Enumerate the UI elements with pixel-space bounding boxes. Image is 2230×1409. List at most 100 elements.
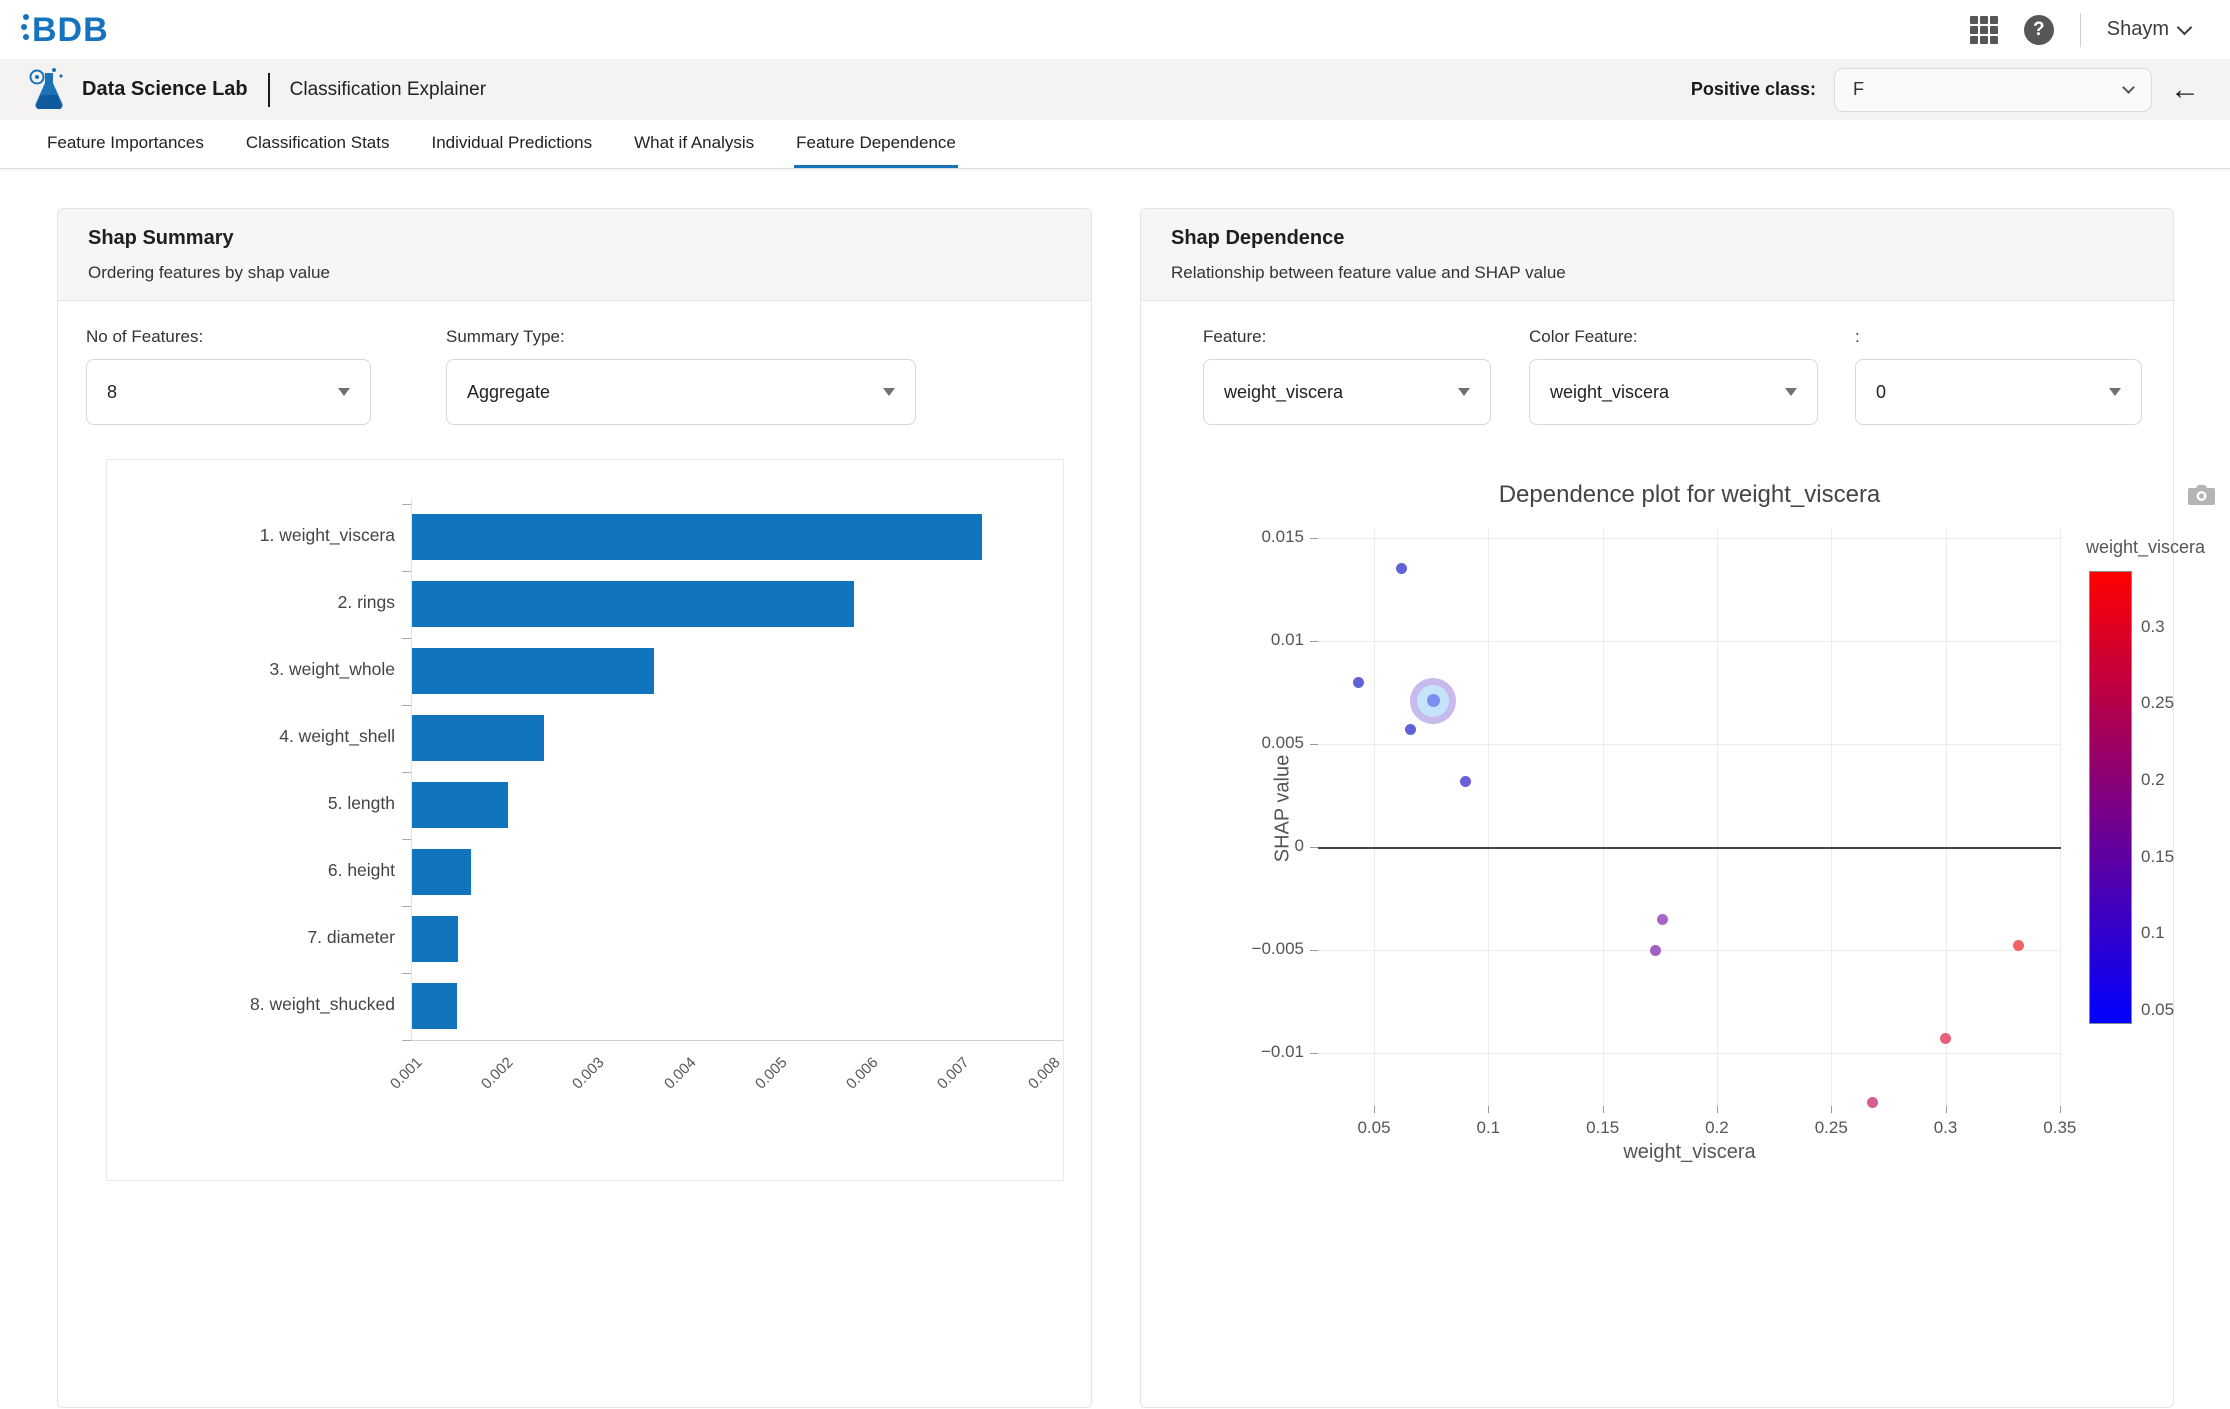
bar-category-label: 8. weight_shucked (107, 994, 395, 1015)
svg-text:BDB: BDB (32, 11, 109, 49)
scatter-point[interactable] (1940, 1033, 1951, 1044)
bar-category-label: 7. diameter (107, 927, 395, 948)
scatter-point[interactable] (1353, 677, 1364, 688)
tab-what-if-analysis[interactable]: What if Analysis (632, 120, 756, 168)
bdb-logo-icon[interactable]: BDB (20, 7, 140, 51)
user-menu[interactable]: Shaym (2107, 18, 2190, 41)
bar-category-label: 2. rings (107, 592, 395, 613)
triangle-down-icon (338, 388, 350, 396)
bar-category-label: 6. height (107, 860, 395, 881)
positive-class-label: Positive class: (1691, 79, 1816, 100)
user-name: Shaym (2107, 18, 2169, 41)
title-divider (268, 73, 270, 107)
bar[interactable] (412, 648, 654, 694)
v-gridline (2060, 529, 2061, 1106)
flask-icon (28, 67, 70, 113)
scatter-point[interactable] (1460, 776, 1471, 787)
summary-type-select[interactable]: Aggregate (446, 359, 916, 425)
bar[interactable] (412, 581, 854, 627)
dependence-plot-title: Dependence plot for weight_viscera (1318, 481, 2061, 509)
y-tick-mark (1310, 950, 1318, 951)
shap-dependence-card: Shap Dependence Relationship between fea… (1140, 208, 2174, 1408)
y-tick-mark (1310, 744, 1318, 745)
x-tick-mark (1946, 1106, 1947, 1113)
apps-grid-icon[interactable] (1970, 16, 1998, 44)
y-tick-mark (402, 906, 411, 907)
v-gridline (1717, 529, 1718, 1106)
shap-summary-subtitle: Ordering features by shap value (88, 263, 330, 283)
x-tick-label: 0.001 (387, 1054, 426, 1093)
tab-feature-dependence[interactable]: Feature Dependence (794, 120, 958, 168)
x-tick-label: 0.1 (1448, 1118, 1528, 1138)
scatter-point[interactable] (1650, 945, 1661, 956)
y-tick-mark (402, 705, 411, 706)
x-tick-mark (1831, 1106, 1832, 1113)
summary-type-label: Summary Type: (446, 327, 565, 347)
scatter-point[interactable] (1405, 724, 1416, 735)
x-tick-label: 0.2 (1677, 1118, 1757, 1138)
bar[interactable] (412, 782, 508, 828)
h-gridline (1318, 950, 2061, 951)
tab-feature-importances[interactable]: Feature Importances (45, 120, 206, 168)
y-tick-label: −0.005 (1141, 939, 1304, 959)
scatter-point[interactable] (1396, 563, 1407, 574)
v-gridline (1946, 529, 1947, 1106)
camera-icon[interactable] (2188, 484, 2215, 506)
x-tick-label: 0.35 (2020, 1118, 2100, 1138)
y-tick-label: 0.01 (1141, 630, 1304, 650)
y-tick-mark (402, 1040, 411, 1041)
bar-category-label: 5. length (107, 793, 395, 814)
no-of-features-value: 8 (107, 382, 117, 403)
x-tick-label: 0.004 (661, 1054, 700, 1093)
y-tick-label: 0.015 (1141, 527, 1304, 547)
chevron-down-icon (2122, 81, 2135, 94)
x-tick-mark (1488, 1106, 1489, 1113)
back-arrow-icon[interactable]: ← (2170, 75, 2200, 105)
bar[interactable] (412, 514, 982, 560)
colorbar-tick-label: 0.3 (2141, 617, 2165, 637)
h-gridline (1318, 744, 2061, 745)
bar-category-label: 4. weight_shell (107, 726, 395, 747)
tab-individual-predictions[interactable]: Individual Predictions (429, 120, 594, 168)
x-tick-label: 0.003 (569, 1054, 608, 1093)
shap-summary-title: Shap Summary (88, 227, 234, 250)
v-gridline (1831, 529, 1832, 1106)
app-title: Data Science Lab (82, 78, 248, 101)
x-tick-mark (1603, 1106, 1604, 1113)
y-tick-label: 0.005 (1141, 733, 1304, 753)
colorbar (2089, 571, 2132, 1024)
shap-summary-header: Shap Summary Ordering features by shap v… (58, 209, 1091, 301)
bar[interactable] (412, 983, 457, 1029)
colorbar-tick-label: 0.05 (2141, 1000, 2174, 1020)
y-tick-mark (402, 772, 411, 773)
positive-class-value: F (1853, 79, 1864, 100)
scatter-point[interactable] (1867, 1097, 1878, 1108)
shap-summary-card: Shap Summary Ordering features by shap v… (57, 208, 1092, 1408)
v-gridline (1488, 529, 1489, 1106)
v-gridline (1603, 529, 1604, 1106)
summary-type-value: Aggregate (467, 382, 550, 403)
x-tick-label: 0.008 (1025, 1054, 1064, 1093)
page-title: Classification Explainer (290, 79, 486, 101)
colorbar-tick-label: 0.1 (2141, 923, 2165, 943)
tab-classification-stats[interactable]: Classification Stats (244, 120, 392, 168)
bar[interactable] (412, 715, 544, 761)
app-header: Data Science Lab Classification Explaine… (0, 59, 2230, 120)
no-of-features-select[interactable]: 8 (86, 359, 371, 425)
y-tick-label: 0 (1141, 836, 1304, 856)
no-of-features-label: No of Features: (86, 327, 203, 347)
x-tick-label: 0.002 (478, 1054, 517, 1093)
y-tick-mark (1310, 1053, 1318, 1054)
bar[interactable] (412, 916, 458, 962)
x-tick-label: 0.05 (1334, 1118, 1414, 1138)
positive-class-select[interactable]: F (1834, 68, 2152, 112)
y-tick-mark (402, 504, 411, 505)
y-tick-mark (402, 973, 411, 974)
x-tick-label: 0.15 (1563, 1118, 1643, 1138)
bar[interactable] (412, 849, 471, 895)
scatter-point[interactable] (1657, 914, 1668, 925)
x-axis-line (411, 1040, 1063, 1041)
help-icon[interactable]: ? (2024, 15, 2054, 45)
x-tick-label: 0.005 (752, 1054, 791, 1093)
h-gridline (1318, 1053, 2061, 1054)
